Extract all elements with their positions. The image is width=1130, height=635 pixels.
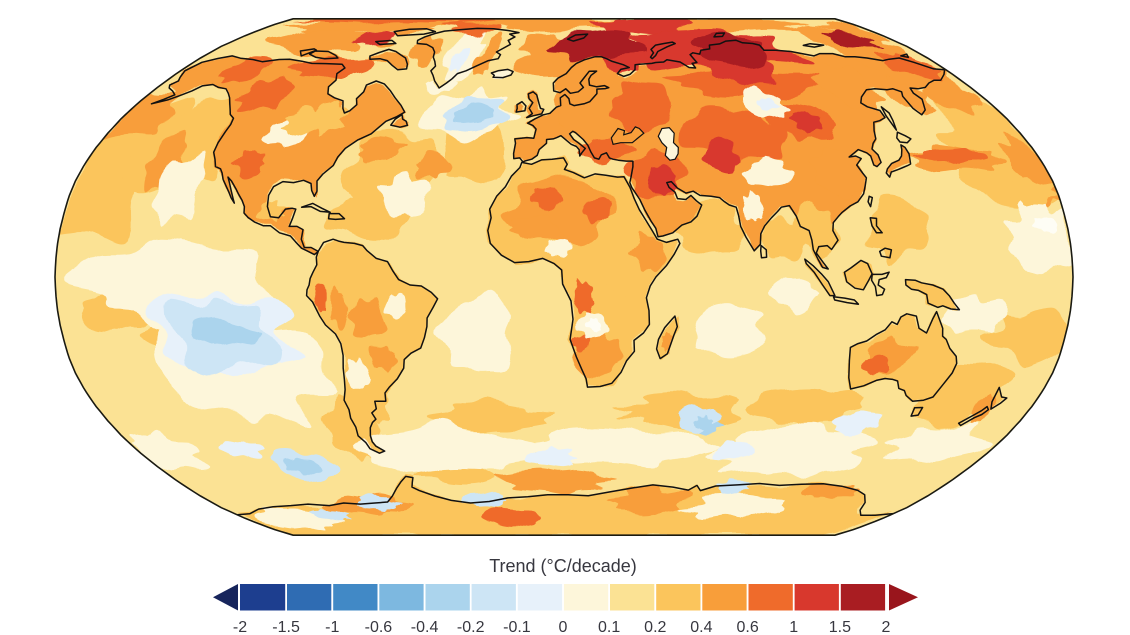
svg-text:1.5: 1.5 (829, 619, 851, 635)
svg-text:2: 2 (882, 619, 891, 635)
svg-text:-1.5: -1.5 (272, 619, 300, 635)
svg-text:0.1: 0.1 (598, 619, 620, 635)
svg-text:1: 1 (789, 619, 798, 635)
svg-text:-1: -1 (325, 619, 339, 635)
svg-text:0: 0 (559, 619, 568, 635)
svg-text:0.4: 0.4 (690, 619, 712, 635)
svg-text:0.2: 0.2 (644, 619, 666, 635)
svg-text:-2: -2 (233, 619, 247, 635)
svg-text:-0.1: -0.1 (503, 619, 531, 635)
svg-text:-0.2: -0.2 (457, 619, 485, 635)
svg-text:-0.4: -0.4 (411, 619, 439, 635)
svg-text:0.6: 0.6 (736, 619, 758, 635)
svg-text:Trend (°C/decade): Trend (°C/decade) (489, 556, 637, 576)
svg-text:-0.6: -0.6 (365, 619, 393, 635)
